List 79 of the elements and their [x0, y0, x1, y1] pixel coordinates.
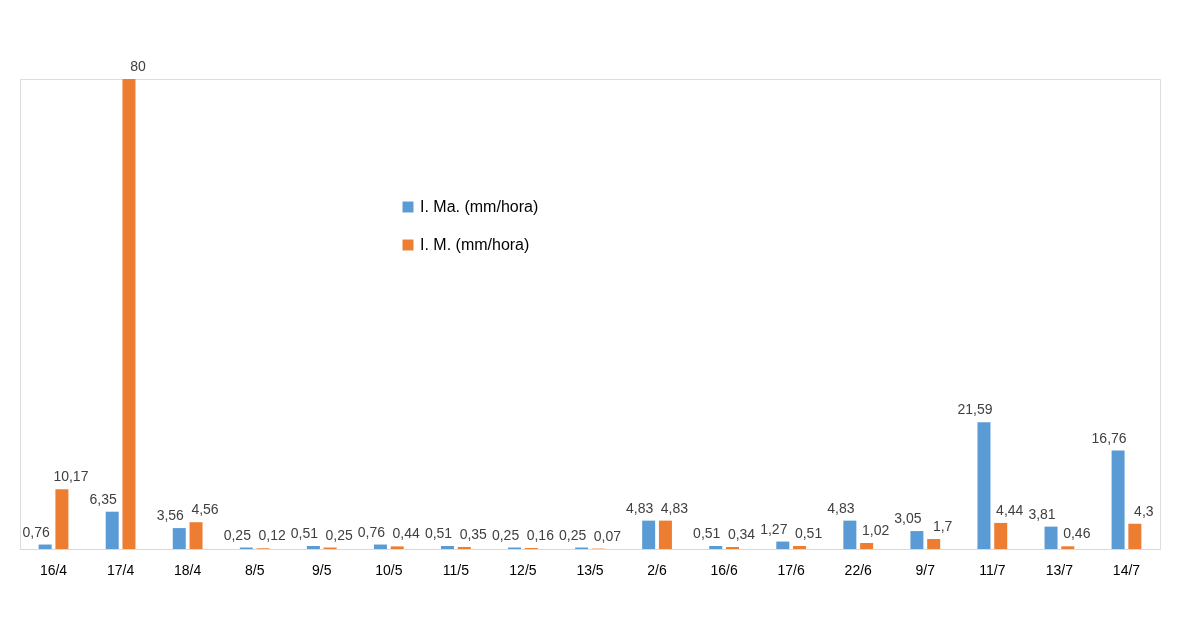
data-label: 4,56: [191, 501, 219, 518]
data-label: 1,02: [861, 522, 890, 539]
data-label: 4,3: [1134, 502, 1154, 519]
bar: [441, 546, 454, 549]
data-label: 0,76: [357, 523, 386, 540]
bar: [1111, 450, 1125, 549]
data-label: 4,83: [660, 499, 689, 516]
x-tick-label: 13/7: [1045, 561, 1074, 578]
bar: [105, 511, 119, 549]
data-label: 0,51: [424, 525, 453, 541]
bar: [709, 546, 723, 549]
bar: [373, 544, 387, 549]
data-label: 0,34: [727, 526, 756, 542]
x-tick-label: 16/6: [710, 561, 738, 578]
x-tick-label: 18/4: [174, 561, 202, 578]
data-label: 0,25: [558, 526, 587, 543]
data-label: 0,25: [491, 526, 520, 543]
data-label: 1,27: [760, 520, 788, 537]
data-label: 0,44: [392, 525, 421, 542]
data-label: 21,59: [957, 401, 993, 418]
data-label: 0,35: [459, 525, 488, 542]
bar: [55, 489, 69, 549]
data-label: 3,56: [156, 507, 185, 524]
data-label: 4,44: [996, 501, 1024, 518]
x-tick-label: 11/7: [979, 561, 1006, 578]
data-label: 3,05: [894, 510, 922, 527]
bar: [38, 544, 52, 549]
x-tick-label: 14/7: [1112, 561, 1141, 578]
x-tick-label: 10/5: [375, 561, 403, 578]
data-label: 4,83: [827, 499, 855, 516]
legend-label: I. Ma. (mm/hora): [420, 198, 539, 215]
bar: [658, 520, 672, 549]
bar: [843, 520, 857, 549]
data-label: 0,76: [22, 523, 50, 540]
bar: [927, 539, 941, 549]
data-label: 0,16: [526, 527, 555, 544]
data-label: 10,17: [53, 468, 89, 485]
bar: [776, 541, 790, 549]
bar: [642, 520, 656, 549]
data-label: 0,25: [325, 526, 353, 543]
data-label: 0,46: [1063, 525, 1091, 542]
data-label: 0,51: [794, 525, 823, 541]
x-tick-label: 9/5: [312, 561, 332, 578]
data-label: 4,83: [626, 499, 654, 516]
bar: [994, 522, 1008, 549]
bar: [189, 522, 203, 549]
data-label: 0,12: [258, 527, 286, 544]
bar: [122, 79, 136, 549]
x-tick-label: 12/5: [509, 561, 537, 578]
bar: [1061, 546, 1075, 549]
bar: [172, 528, 186, 549]
legend-label: I. M. (mm/hora): [420, 236, 530, 253]
x-tick-label: 22/6: [844, 561, 873, 578]
bar: [977, 422, 991, 549]
bar: [1128, 523, 1142, 549]
x-tick-label: 16/4: [39, 561, 68, 578]
data-label: 0,51: [290, 525, 319, 541]
data-label: 0,25: [223, 526, 252, 543]
bar: [910, 531, 924, 549]
data-label: 16,76: [1091, 429, 1127, 446]
data-label: 6,35: [89, 490, 118, 507]
data-label: 1,7: [932, 518, 953, 535]
bar: [1044, 526, 1058, 549]
data-label: 0,51: [693, 525, 721, 541]
x-tick-label: 11/5: [442, 561, 470, 578]
data-label: 80: [130, 58, 146, 74]
data-label: 0,07: [593, 527, 622, 544]
x-tick-label: 17/4: [106, 561, 135, 578]
x-tick-label: 2/6: [647, 561, 667, 578]
x-tick-label: 9/7: [915, 561, 936, 578]
bar: [860, 543, 874, 549]
bar: [793, 546, 807, 549]
x-tick-label: 17/6: [777, 561, 806, 578]
bar: [390, 546, 404, 549]
bar: [306, 546, 320, 549]
bar: [457, 546, 471, 549]
x-tick-label: 13/5: [576, 561, 604, 578]
x-tick-label: 8/5: [244, 561, 265, 578]
data-label: 3,81: [1028, 505, 1056, 522]
